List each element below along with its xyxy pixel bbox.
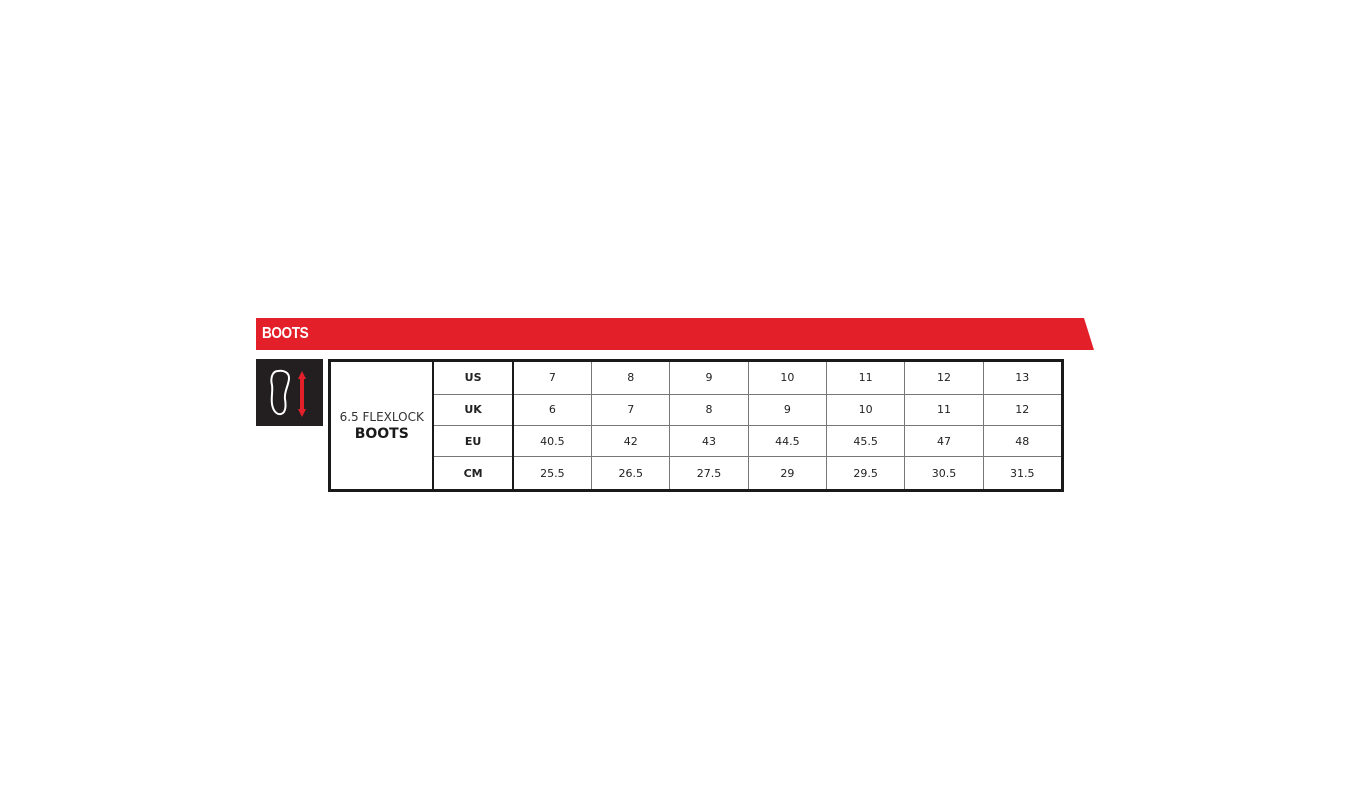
size-cell: 8 [591,360,671,395]
size-cell: 45.5 [825,424,906,458]
size-cell: 11 [904,393,984,426]
size-cell: 12 [904,360,984,395]
size-cell: 27.5 [669,456,749,491]
size-cell: 48 [982,424,1064,458]
size-cell: 47 [904,424,984,458]
size-cell: 7 [512,360,593,395]
size-cell: 11 [825,360,906,395]
size-cell: 29.5 [825,456,906,491]
size-cell: 40.5 [512,424,593,458]
size-cell: 10 [747,360,827,395]
size-system-label: UK [432,393,514,426]
table-row: 6.5 FLEXLOCK BOOTS US 7 8 9 10 11 12 13 [329,360,1064,491]
table-row: UK 6 7 8 9 10 11 12 [330,393,1064,426]
product-line: 6.5 FLEXLOCK [339,409,424,424]
size-cell: 43 [669,424,749,458]
foot-length-icon [256,359,323,426]
size-cell: 9 [747,393,827,426]
size-cell: 26.5 [591,456,671,491]
table-row: CM 25.5 26.5 27.5 29 29.5 30.5 31.5 [330,456,1064,491]
table-row: EU 40.5 42 43 44.5 45.5 47 48 [330,424,1064,458]
size-cell: 9 [669,360,749,395]
size-cell: 7 [591,393,671,426]
section-title: BOOTS [262,325,309,342]
size-system-label: US [432,360,514,395]
section-banner: BOOTS [256,318,1094,350]
size-cell: 29 [747,456,827,491]
size-chart-table: 6.5 FLEXLOCK BOOTS US 7 8 9 10 11 12 13 UK 6 7 8 9 1… [328,359,1064,492]
size-system-label: EU [432,424,514,458]
size-cell: 30.5 [904,456,984,491]
size-cell: 8 [669,393,749,426]
size-cell: 44.5 [747,424,827,458]
size-cell: 13 [982,360,1064,395]
product-type: BOOTS [354,425,409,442]
size-cell: 12 [982,393,1064,426]
size-system-label: CM [432,456,514,491]
size-cell: 42 [591,424,671,458]
product-name: 6.5 FLEXLOCK BOOTS [329,360,435,491]
size-cell: 6 [512,393,593,426]
size-cell: 25.5 [512,456,593,491]
size-cell: 31.5 [982,456,1064,491]
size-cell: 10 [825,393,906,426]
